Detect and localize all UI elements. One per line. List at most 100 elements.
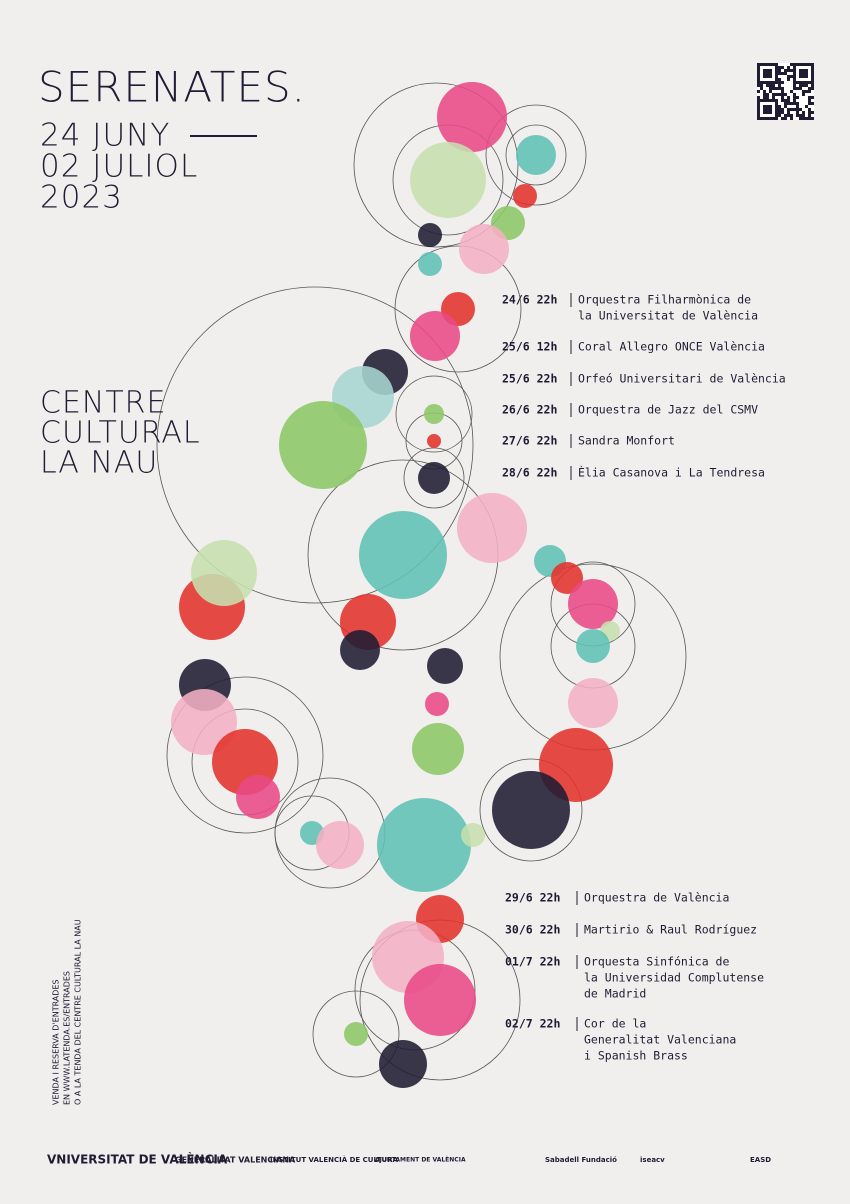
qr-cell [811, 87, 814, 90]
qr-cell [811, 117, 814, 120]
qr-cell [757, 66, 760, 69]
qr-cell [799, 87, 802, 90]
year: 2023 [40, 180, 123, 216]
color-circle [344, 1022, 368, 1046]
qr-cell [763, 105, 766, 108]
qr-cell [790, 75, 793, 78]
schedule: 24/6 22h Orquestra Filharmònica de la Univ… [502, 293, 786, 1063]
sponsor-logo: VNIVERSITAT DE VALÈNCIA [47, 1152, 228, 1167]
ticket-line: VENDA I RESERVA D'ENTRADES [52, 979, 61, 1105]
qr-cell [763, 72, 766, 75]
qr-cell [778, 108, 781, 111]
schedule-when: 24/6 22h [502, 293, 557, 307]
color-circle [171, 689, 237, 755]
qr-cell [757, 111, 760, 114]
qr-cell [757, 105, 760, 108]
qr-cell [808, 63, 811, 66]
schedule-when: 25/6 12h [502, 340, 557, 354]
qr-cell [772, 84, 775, 87]
qr-cell [808, 114, 811, 117]
color-circle [418, 462, 450, 494]
qr-cell [763, 81, 766, 84]
color-circle [427, 648, 463, 684]
qr-cell [775, 108, 778, 111]
qr-cell [787, 102, 790, 105]
qr-cell [763, 96, 766, 99]
qr-cell [796, 105, 799, 108]
qr-cell [757, 63, 760, 66]
schedule-when: 02/7 22h [505, 1017, 560, 1031]
qr-cell [781, 111, 784, 114]
qr-cell [802, 69, 805, 72]
color-circle [279, 401, 367, 489]
qr-cell [802, 114, 805, 117]
qr-cell [811, 78, 814, 81]
qr-cell [805, 84, 808, 87]
qr-cell [805, 81, 808, 84]
qr-cell [790, 114, 793, 117]
qr-cell [763, 111, 766, 114]
sponsor-logo: Sabadell Fundació [545, 1156, 617, 1164]
color-circle [316, 821, 364, 869]
schedule-when: 29/6 22h [505, 891, 560, 905]
qr-cell [796, 87, 799, 90]
qr-cell [766, 63, 769, 66]
ticket-line: O A LA TENDA DEL CENTRE CULTURAL LA NAU [74, 919, 83, 1105]
qr-cell [808, 108, 811, 111]
outline-circle [485, 104, 587, 206]
qr-cell [808, 102, 811, 105]
qr-cell [778, 111, 781, 114]
qr-cell [799, 114, 802, 117]
qr-cell [784, 72, 787, 75]
qr-cell [781, 81, 784, 84]
qr-cell [781, 66, 784, 69]
qr-cell [766, 75, 769, 78]
qr-cell [796, 81, 799, 84]
qr-cell [802, 72, 805, 75]
schedule-when: 27/6 22h [502, 434, 557, 448]
qr-cell [799, 69, 802, 72]
color-circle [516, 135, 556, 175]
qr-cell [799, 84, 802, 87]
qr-cell [808, 117, 811, 120]
qr-cell [760, 87, 763, 90]
qr-cell [781, 72, 784, 75]
color-circle [568, 579, 618, 629]
qr-cell [766, 93, 769, 96]
qr-cell [775, 66, 778, 69]
qr-cell [811, 81, 814, 84]
qr-cell [787, 111, 790, 114]
schedule-performer: Orquestra de Jazz del CSMV [578, 403, 758, 417]
qr-cell [775, 69, 778, 72]
qr-cell [799, 117, 802, 120]
color-circle [459, 224, 509, 274]
qr-cell [766, 105, 769, 108]
qr-cell [811, 72, 814, 75]
qr-cell [772, 87, 775, 90]
color-circle [418, 252, 442, 276]
qr-cell [766, 84, 769, 87]
qr-cell [781, 96, 784, 99]
schedule-when: 26/6 22h [502, 403, 557, 417]
qr-cell [769, 72, 772, 75]
date-end: 02 JULIOL [40, 149, 198, 185]
qr-cell [805, 63, 808, 66]
qr-cell [766, 69, 769, 72]
circle-art [156, 82, 687, 1088]
qr-cell [811, 84, 814, 87]
schedule-performer: Orquesta Sinfónica de [584, 955, 729, 969]
qr-cell [775, 93, 778, 96]
qr-cell [811, 63, 814, 66]
qr-cell [760, 81, 763, 84]
qr-cell [784, 102, 787, 105]
qr-cell [757, 84, 760, 87]
qr-code [757, 63, 814, 120]
qr-cell [787, 96, 790, 99]
venue-line: CULTURAL [40, 416, 201, 451]
color-circle [457, 493, 527, 563]
qr-cell [772, 96, 775, 99]
qr-cell [790, 90, 793, 93]
schedule-performer: Orfeó Universitari de València [578, 372, 786, 386]
qr-cell [793, 93, 796, 96]
